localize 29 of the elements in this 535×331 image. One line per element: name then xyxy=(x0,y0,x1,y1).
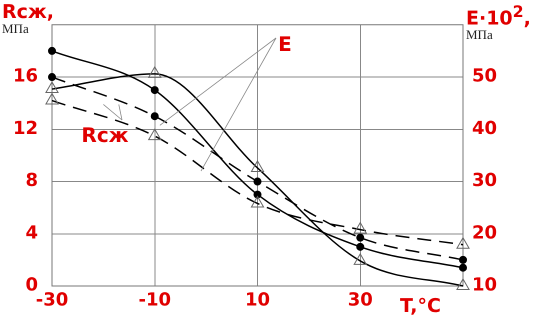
point xyxy=(356,242,364,251)
x-tick-label: 10 xyxy=(244,289,270,310)
y2-tick-label: 20 xyxy=(472,222,498,244)
x-tick-label: -30 xyxy=(36,289,68,310)
annotation: Rсж xyxy=(81,123,129,148)
point xyxy=(254,178,262,186)
y2-tick-label: 40 xyxy=(472,118,498,139)
y-axis-title: Rсж, МПа xyxy=(2,1,54,36)
annotation: E xyxy=(278,32,292,56)
x-tick-label: -10 xyxy=(138,289,172,310)
y2-tick-label: 10 xyxy=(472,274,498,296)
point xyxy=(48,73,56,82)
y-tick-label: 8 xyxy=(25,170,38,192)
point xyxy=(150,86,159,94)
y-tick-label: 16 xyxy=(12,66,38,87)
point xyxy=(150,112,159,120)
y-tick-label: 0 xyxy=(25,274,38,296)
point xyxy=(459,256,467,264)
y2-tick-label: 50 xyxy=(472,66,498,87)
y2-tick-label: 30 xyxy=(472,170,498,192)
point xyxy=(356,234,364,242)
x-tick-label: 30 xyxy=(348,289,373,310)
y-tick-label: 4 xyxy=(25,222,38,244)
point xyxy=(254,190,262,199)
text: E·10$^{2}$, МПа xyxy=(466,2,531,42)
point xyxy=(48,46,56,55)
x-axis-title: T,°C xyxy=(400,295,441,317)
point xyxy=(459,264,467,272)
y-tick-label: 12 xyxy=(12,118,38,139)
